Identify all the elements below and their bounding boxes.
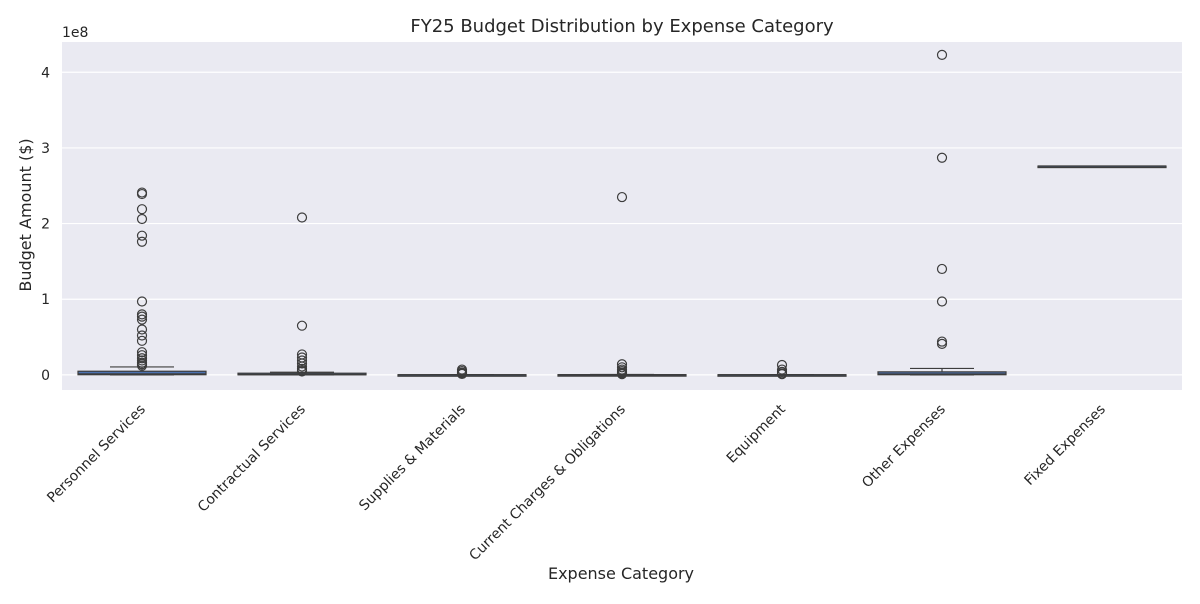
x-tick-label: Personnel Services [44, 402, 149, 507]
outlier-point [136, 296, 148, 307]
outlier-point [296, 355, 308, 366]
x-tick-label: Equipment [724, 401, 789, 466]
outlier-point [296, 366, 308, 377]
outlier-point [136, 204, 148, 215]
plot-area: 0 1 2 3 4 Personnel Services Contractual Servi… [41, 42, 1182, 564]
x-tick-label: Contractual Services [195, 402, 309, 516]
y-tick-label: 3 [41, 141, 50, 157]
outlier-point [616, 191, 628, 203]
outlier-point [936, 263, 948, 275]
y-tick-label: 4 [41, 65, 50, 81]
outlier-point [136, 213, 148, 225]
outlier-point [456, 368, 468, 380]
outlier-point [136, 335, 148, 346]
outlier-point [136, 360, 148, 371]
outlier-point [136, 188, 148, 200]
box-1 [77, 370, 207, 376]
outlier-point [936, 296, 948, 307]
y-tick-label: 2 [41, 217, 50, 233]
outlier-point [936, 152, 948, 163]
y-axis-offset-label: 1e8 [62, 25, 88, 41]
outlier-point [136, 324, 148, 335]
outlier-point [136, 230, 148, 241]
y-tick-label: 0 [41, 368, 50, 384]
y-tick-label: 1 [41, 292, 50, 308]
outlier-point [936, 49, 948, 60]
y-axis-label: Budget Amount ($) [16, 138, 35, 291]
outlier-point [936, 338, 948, 349]
outlier-point [616, 369, 628, 380]
outlier-point [136, 347, 148, 358]
plot-background [62, 42, 1182, 390]
chart-title: FY25 Budget Distribution by Expense Cate… [410, 16, 834, 37]
x-tick-label: Other Expenses [859, 402, 949, 492]
outlier-point [136, 330, 148, 341]
x-tick-label: Fixed Expenses [1022, 402, 1109, 489]
x-tick-label: Supplies & Materials [356, 402, 469, 515]
outlier-point [136, 311, 148, 322]
outlier-point [296, 212, 308, 223]
outlier-point [136, 236, 148, 247]
outlier-point [136, 314, 148, 325]
x-tick-label: Current Charges & Obligations [466, 402, 628, 564]
x-axis-label: Expense Category [548, 564, 694, 583]
outlier-point [296, 320, 308, 331]
outlier-point [296, 358, 308, 369]
outlier-point [776, 369, 788, 380]
